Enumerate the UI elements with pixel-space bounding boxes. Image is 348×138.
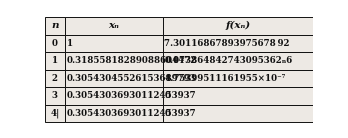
- Bar: [45, 17, 65, 35]
- Text: 0.30543036930112453937: 0.30543036930112453937: [66, 91, 196, 100]
- Text: 2: 2: [52, 74, 58, 83]
- Text: n: n: [51, 21, 59, 30]
- Bar: [163, 87, 313, 105]
- Bar: [45, 70, 65, 87]
- Text: f(xₙ): f(xₙ): [225, 21, 250, 30]
- Bar: [163, 17, 313, 35]
- Bar: [65, 70, 163, 87]
- Text: 1: 1: [52, 56, 58, 65]
- Bar: [45, 87, 65, 105]
- Bar: [65, 87, 163, 105]
- Bar: [65, 35, 163, 52]
- Bar: [163, 105, 313, 122]
- Text: 0.31855818289088604472: 0.31855818289088604472: [66, 56, 197, 65]
- Text: 3: 3: [52, 91, 58, 100]
- Text: 4|: 4|: [50, 109, 60, 118]
- Bar: [163, 35, 313, 52]
- Bar: [163, 70, 313, 87]
- Text: 1: 1: [66, 39, 73, 48]
- Text: 0: 0: [164, 91, 170, 100]
- Text: 7.30116867893975678 92: 7.30116867893975678 92: [164, 39, 290, 48]
- Text: 0: 0: [52, 39, 58, 48]
- Bar: [45, 105, 65, 122]
- Bar: [65, 105, 163, 122]
- Text: xₙ: xₙ: [108, 21, 119, 30]
- Text: 0: 0: [164, 109, 170, 118]
- Text: 0.30543045526153689793: 0.30543045526153689793: [66, 74, 196, 83]
- Text: 0.073864842743095362ₙ6: 0.073864842743095362ₙ6: [164, 56, 293, 65]
- Text: 0.30543036930112453937: 0.30543036930112453937: [66, 109, 196, 118]
- Bar: [163, 52, 313, 70]
- Text: 4.75399511161955×10⁻⁷: 4.75399511161955×10⁻⁷: [164, 74, 286, 83]
- Bar: [45, 52, 65, 70]
- Bar: [65, 52, 163, 70]
- Bar: [65, 17, 163, 35]
- Bar: [45, 35, 65, 52]
